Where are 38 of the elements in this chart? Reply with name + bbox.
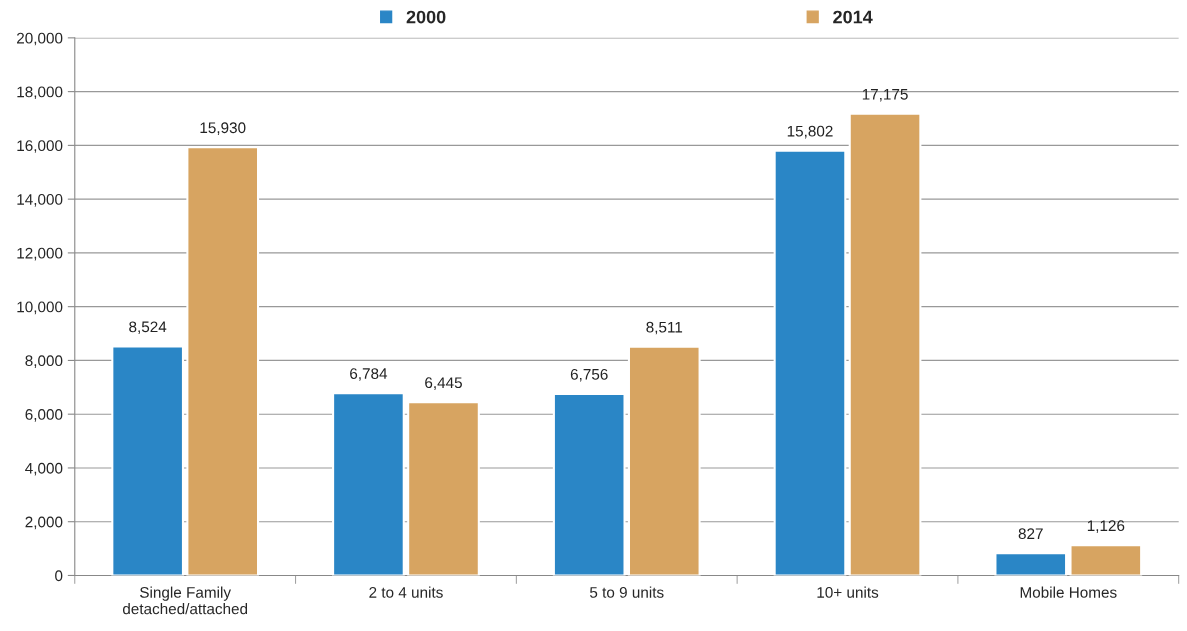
bar — [1069, 544, 1143, 576]
data-label: 8,524 — [129, 321, 167, 335]
x-tick-label: Mobile Homes — [1020, 586, 1117, 598]
bar — [627, 345, 701, 576]
legend-label: 2014 — [833, 10, 873, 24]
y-tick-label: 18,000 — [17, 86, 63, 100]
bar — [848, 112, 922, 576]
y-tick-label: 10,000 — [17, 301, 63, 315]
y-tick-label: 4,000 — [25, 462, 63, 476]
data-label: 6,445 — [425, 377, 462, 390]
y-tick-label: 16,000 — [17, 140, 63, 153]
y-tick-label: 6,000 — [25, 409, 63, 422]
data-label: 6,784 — [350, 368, 388, 381]
x-tick-label: 5 to 9 units — [589, 586, 664, 598]
x-tick-label: Single Family detached/attached — [122, 586, 248, 615]
bar — [111, 345, 184, 576]
data-label: 8,511 — [646, 321, 683, 335]
bar — [332, 392, 405, 576]
data-label: 6,756 — [570, 368, 608, 382]
y-tick-label: 8,000 — [25, 355, 63, 368]
data-label: 17,175 — [862, 89, 908, 102]
x-tick-label: 2 to 4 units — [369, 586, 443, 598]
bar — [186, 146, 260, 576]
x-tick-label: 10+ units — [817, 586, 879, 598]
y-tick-label: 12,000 — [17, 247, 63, 261]
data-label: 1,126 — [1087, 520, 1125, 533]
data-label: 15,930 — [200, 122, 246, 135]
data-label: 827 — [1018, 528, 1043, 540]
bar — [773, 149, 847, 576]
y-tick-label: 2,000 — [25, 516, 63, 530]
bar — [994, 552, 1068, 576]
bar — [407, 401, 480, 576]
y-tick-label: 20,000 — [17, 32, 63, 46]
bar — [552, 392, 626, 576]
y-tick-label: 14,000 — [17, 194, 63, 207]
legend-label: 2000 — [406, 10, 446, 24]
data-label: 15,802 — [787, 125, 833, 139]
y-tick-label: 0 — [55, 570, 63, 582]
